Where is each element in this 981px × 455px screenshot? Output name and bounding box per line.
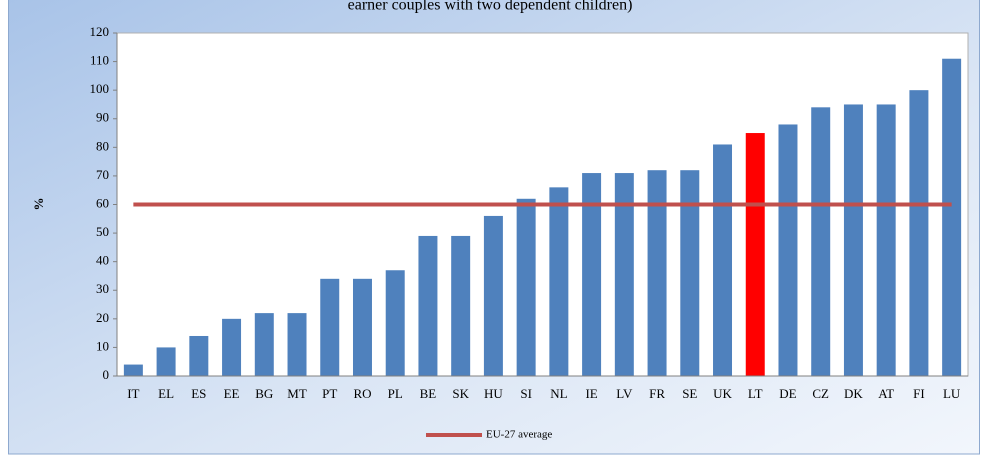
- bar: [320, 278, 340, 376]
- chart-title: earner couples with two dependent childr…: [348, 0, 633, 14]
- x-tick-label: FI: [913, 386, 925, 401]
- x-tick-label: PL: [388, 386, 403, 401]
- x-tick-label: BE: [420, 386, 437, 401]
- bar: [254, 313, 274, 376]
- x-tick-label: AT: [878, 386, 894, 401]
- bar: [352, 278, 372, 376]
- bar: [942, 58, 962, 376]
- y-tick-label: 80: [96, 138, 109, 153]
- bar: [811, 107, 831, 377]
- bar: [778, 124, 798, 376]
- x-tick-label: LT: [748, 386, 763, 401]
- bar: [451, 235, 471, 376]
- bar: [876, 104, 896, 376]
- x-tick-label: IT: [127, 386, 139, 401]
- bar: [582, 173, 602, 376]
- x-tick-label: FR: [649, 386, 665, 401]
- bar: [156, 347, 176, 376]
- x-tick-label: LV: [616, 386, 633, 401]
- y-tick-label: 110: [90, 53, 109, 68]
- bar: [647, 170, 667, 376]
- y-tick-label: 40: [96, 253, 109, 268]
- bar: [843, 104, 863, 376]
- x-tick-label: IE: [585, 386, 597, 401]
- x-tick-label: SI: [520, 386, 532, 401]
- bar: [418, 235, 438, 376]
- y-axis-label: %: [31, 198, 46, 211]
- bar: [745, 133, 765, 376]
- x-tick-label: NL: [550, 386, 567, 401]
- x-tick-label: DK: [844, 386, 863, 401]
- bar: [483, 215, 503, 376]
- bar: [549, 187, 569, 376]
- bar: [713, 144, 733, 376]
- bar: [516, 198, 536, 376]
- bar: [222, 318, 242, 376]
- bar: [123, 364, 143, 376]
- x-tick-label: LU: [943, 386, 961, 401]
- y-tick-label: 50: [96, 224, 109, 239]
- y-tick-label: 120: [90, 24, 110, 39]
- x-tick-label: ES: [191, 386, 206, 401]
- bar: [385, 270, 405, 376]
- bar: [614, 173, 634, 376]
- x-tick-label: PT: [322, 386, 337, 401]
- y-tick-label: 0: [103, 367, 110, 382]
- x-tick-label: HU: [484, 386, 503, 401]
- legend-label: EU-27 average: [486, 429, 552, 441]
- x-tick-label: EE: [224, 386, 240, 401]
- bar: [189, 335, 209, 376]
- x-tick-label: DE: [779, 386, 796, 401]
- y-tick-label: 100: [90, 81, 110, 96]
- x-tick-label: SE: [682, 386, 697, 401]
- bar: [287, 313, 307, 376]
- y-tick-label: 90: [96, 110, 109, 125]
- x-tick-label: SK: [452, 386, 469, 401]
- y-tick-label: 10: [96, 338, 109, 353]
- bar: [909, 90, 929, 377]
- x-tick-label: EL: [158, 386, 174, 401]
- y-tick-label: 20: [96, 310, 109, 325]
- x-tick-label: BG: [255, 386, 273, 401]
- x-tick-label: UK: [713, 386, 732, 401]
- x-tick-label: MT: [287, 386, 307, 401]
- x-tick-label: RO: [353, 386, 371, 401]
- y-tick-label: 30: [96, 281, 109, 296]
- x-tick-label: CZ: [812, 386, 829, 401]
- y-tick-label: 60: [96, 195, 109, 210]
- y-tick-label: 70: [96, 167, 109, 182]
- bar: [680, 170, 700, 376]
